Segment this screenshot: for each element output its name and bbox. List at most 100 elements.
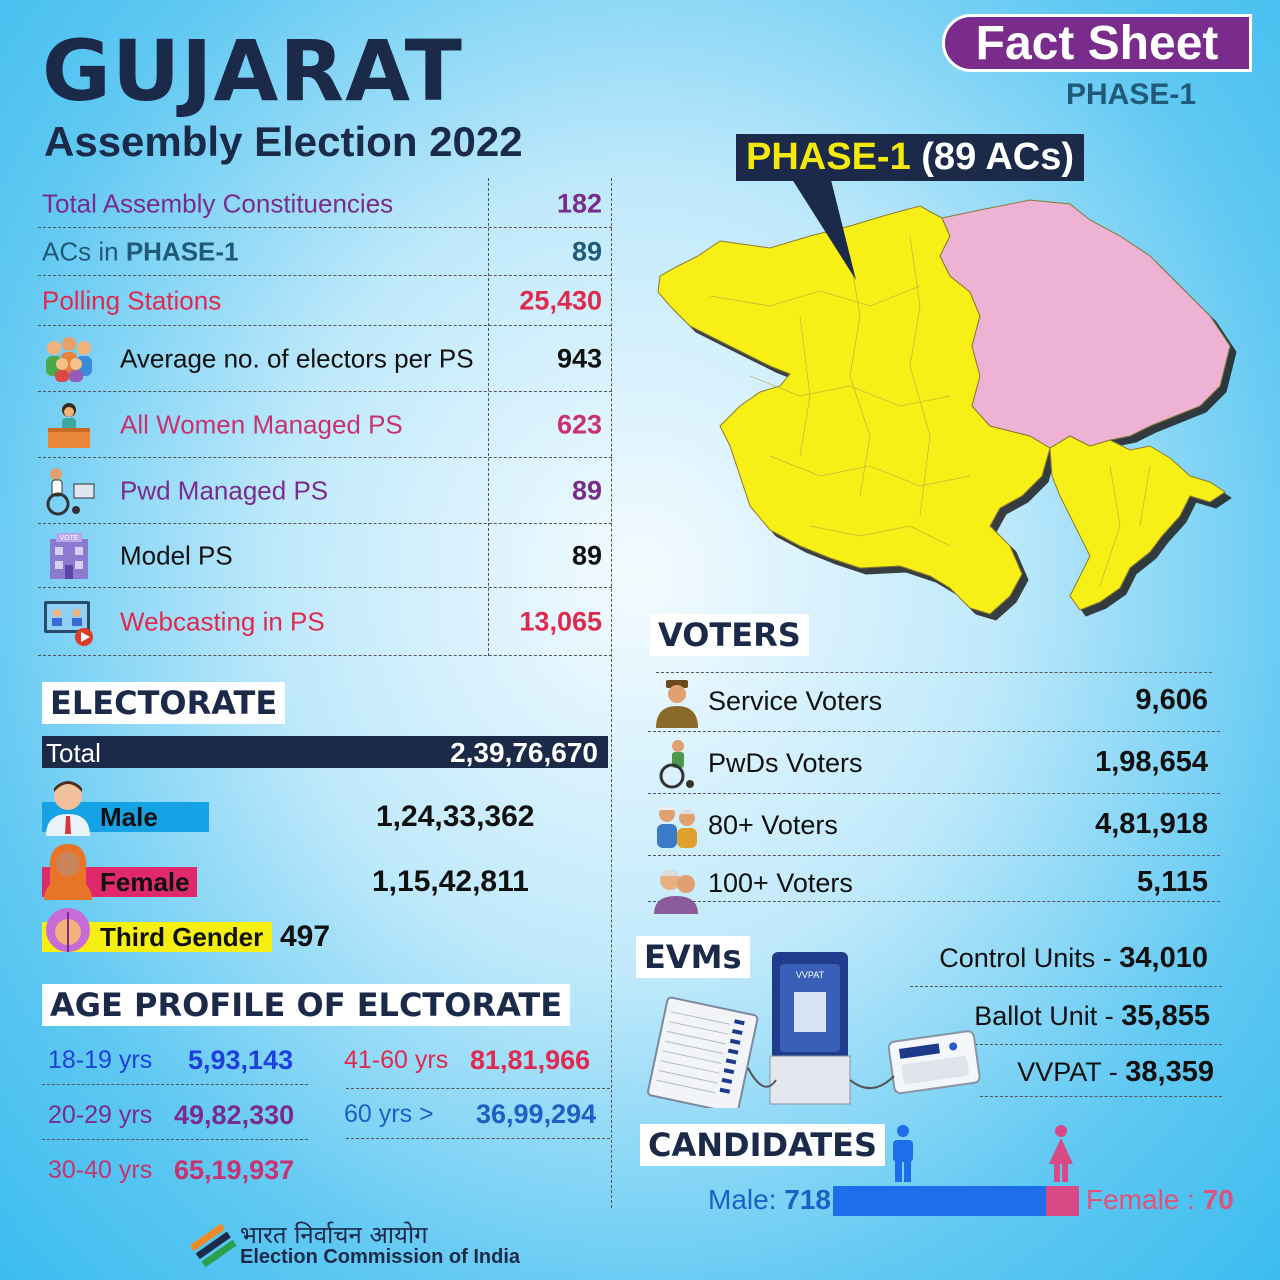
stat-value: 623 — [556, 409, 602, 439]
male-candidates-bar — [833, 1186, 1046, 1216]
eci-logo: भारत निर्वाचन आयोग Election Commission o… — [190, 1216, 530, 1272]
control-units-row: Control Units - 34,010 — [939, 942, 1208, 974]
eci-english-name: Election Commission of India — [240, 1246, 521, 1268]
stat-label: All Women Managed PS — [120, 409, 403, 439]
age-label: 20-29 yrs — [48, 1101, 153, 1129]
stat-value: 943 — [556, 343, 602, 373]
table-row: Average no. of electors per PS 943 — [38, 326, 612, 392]
male-candidates-label: Male: 718 — [708, 1184, 831, 1215]
stat-label: Polling Stations — [42, 285, 222, 315]
stat-label: Model PS — [120, 540, 233, 570]
table-row: Pwd Managed PS 89 — [38, 458, 612, 524]
table-row: All Women Managed PS 623 — [38, 392, 612, 458]
elderly-couple-icon — [654, 870, 698, 914]
ballot-unit-row: Ballot Unit - 35,855 — [974, 1000, 1210, 1032]
woman-desk-icon — [48, 402, 90, 448]
female-candidates-label: Female : 70 — [1086, 1184, 1234, 1215]
table-row: ACs in PHASE-1 89 — [38, 228, 612, 276]
eci-emblem-icon — [190, 1223, 236, 1268]
evm-divider — [910, 986, 1222, 987]
age-divider — [346, 1088, 610, 1089]
wheelchair-icon — [46, 467, 95, 515]
voter-value: 4,81,918 — [1095, 808, 1208, 840]
age-value: 49,82,330 — [174, 1100, 295, 1130]
voters-top-divider — [656, 672, 1212, 673]
phase-label: PHASE-1 — [1066, 78, 1197, 111]
eci-hindi-name: भारत निर्वाचन आयोग — [240, 1221, 428, 1249]
phase1-south-region — [1049, 435, 1226, 611]
third-gender-bar: Third Gender — [42, 922, 272, 952]
age-label: 18-19 yrs — [48, 1046, 153, 1074]
female-value: 1,15,42,811 — [372, 865, 529, 898]
other-phase-region — [939, 199, 1231, 449]
table-row: Polling Stations 25,430 — [38, 276, 612, 326]
stat-label: Average no. of electors per PS — [120, 343, 474, 373]
people-group-icon — [46, 336, 92, 382]
age-label: 41-60 yrs — [344, 1046, 449, 1074]
age-profile-heading: AGE PROFILE OF ELCTORATE — [42, 984, 571, 1026]
voter-row: 80+ Voters 4,81,918 — [648, 796, 1220, 856]
voters-heading: VOTERS — [650, 614, 809, 656]
voter-label: Service Voters — [708, 686, 883, 716]
total-value: 2,39,76,670 — [450, 737, 598, 768]
male-candidate-icon — [893, 1125, 913, 1182]
age-divider — [346, 1138, 610, 1139]
stat-value: 13,065 — [519, 606, 602, 636]
stat-value: 25,430 — [519, 285, 602, 315]
evm-divider — [980, 1096, 1222, 1097]
age-divider — [42, 1084, 308, 1085]
stat-value: 89 — [571, 236, 602, 266]
webcast-monitor-icon — [44, 600, 93, 646]
female-candidate-icon — [1049, 1125, 1073, 1182]
stat-label: Pwd Managed PS — [120, 475, 329, 505]
age-divider — [42, 1139, 308, 1140]
age-label: 30-40 yrs — [48, 1156, 153, 1184]
voter-value: 5,115 — [1137, 866, 1208, 898]
evms-heading: EVMs — [636, 936, 750, 978]
soldier-icon — [656, 680, 698, 728]
female-candidates-bar — [1046, 1186, 1079, 1216]
svg-text:VOTE: VOTE — [59, 535, 78, 542]
voter-row: Service Voters 9,606 — [648, 672, 1220, 732]
svg-text:VVPAT: VVPAT — [796, 970, 825, 980]
age-value: 81,81,966 — [470, 1045, 591, 1075]
stat-value: 182 — [556, 188, 602, 218]
voter-label: 80+ Voters — [708, 810, 838, 840]
table-row: Total Assembly Constituencies 182 — [38, 180, 612, 228]
voter-row: 100+ Voters 5,115 — [648, 858, 1220, 914]
voter-label: PwDs Voters — [708, 748, 863, 778]
callout-pointer — [790, 176, 856, 280]
evm-machines-image: VVPAT — [647, 952, 981, 1108]
polling-building-icon: VOTE — [50, 532, 88, 579]
electorate-heading: ELECTORATE — [42, 682, 286, 724]
voter-row: PwDs Voters 1,98,654 — [648, 734, 1220, 794]
elderly-couple-icon — [657, 806, 697, 848]
age-value: 36,99,294 — [476, 1099, 597, 1129]
age-value: 5,93,143 — [188, 1045, 294, 1075]
page-subtitle: Assembly Election 2022 — [44, 118, 523, 165]
male-value: 1,24,33,362 — [376, 800, 535, 833]
evm-divider — [970, 1044, 1222, 1045]
stat-value: 89 — [571, 540, 602, 570]
female-avatar-icon — [44, 844, 92, 900]
total-electorate-bar: Total 2,39,76,670 — [42, 736, 608, 768]
wheelchair-icon — [659, 740, 694, 789]
vvpat-row: VVPAT - 38,359 — [1017, 1056, 1214, 1088]
age-label: 60 yrs > — [344, 1100, 434, 1128]
page-title: GUJARAT — [42, 22, 463, 120]
stat-value: 89 — [571, 475, 602, 505]
third-gender-value: 497 — [280, 920, 331, 953]
fact-sheet-badge: Fact Sheet — [942, 14, 1252, 72]
column-divider — [611, 178, 612, 1208]
candidates-heading: CANDIDATES — [640, 1124, 886, 1166]
total-label: Total — [46, 738, 101, 768]
stat-label: Webcasting in PS — [120, 606, 325, 636]
voter-value: 9,606 — [1135, 684, 1208, 716]
age-value: 65,19,937 — [174, 1155, 295, 1185]
table-row: Webcasting in PS 13,065 — [38, 588, 612, 656]
gujarat-map — [657, 199, 1231, 615]
voter-label: 100+ Voters — [708, 868, 853, 898]
voter-value: 1,98,654 — [1095, 746, 1208, 778]
male-avatar-icon — [46, 781, 90, 836]
stat-label: ACs in PHASE-1 — [42, 236, 239, 266]
